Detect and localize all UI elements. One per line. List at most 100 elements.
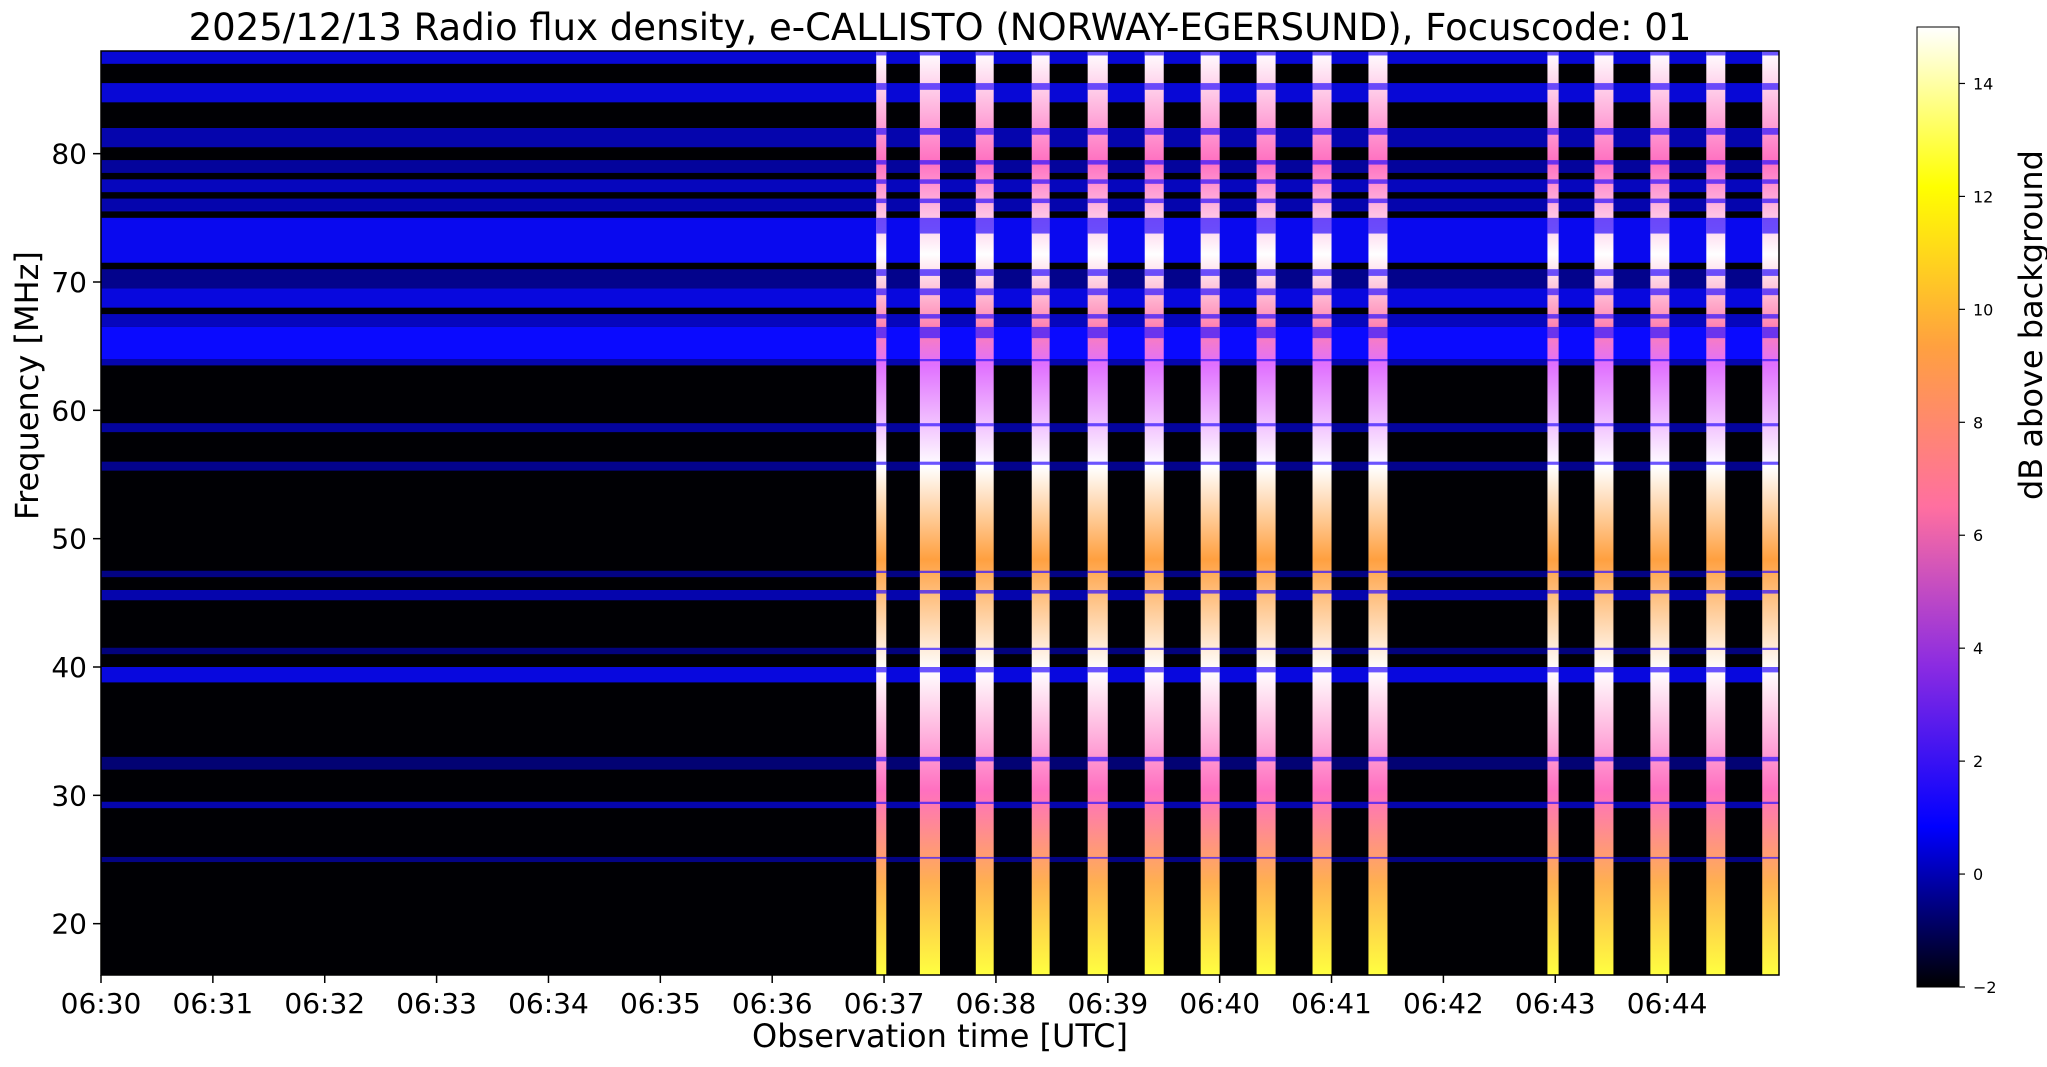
burst-stripe: [1368, 647, 1388, 650]
burst-stripe: [1256, 359, 1276, 362]
burst-stripe: [1256, 326, 1276, 339]
burst-stripe: [1706, 83, 1726, 90]
burst-stripe: [1256, 217, 1276, 234]
burst-stripe: [1087, 461, 1108, 465]
burst-stripe: [975, 756, 994, 762]
x-tick-label: 06:42: [1403, 987, 1484, 1020]
burst-stripe: [1031, 179, 1050, 184]
burst-stripe: [1312, 51, 1332, 56]
burst-stripe: [1031, 160, 1050, 165]
burst-stripe: [919, 647, 940, 650]
colorbar-tick-label: 8: [1973, 413, 1983, 432]
colorbar-tick-label: 0: [1973, 865, 1983, 884]
burst-stripe: [1200, 856, 1220, 859]
burst-stripe: [1706, 160, 1726, 165]
colorbar-tick-label: 12: [1973, 187, 1993, 206]
colorbar-ticks: −2 0 2 4 6 8 10 12 14: [1959, 74, 1997, 997]
burst-stripe: [1256, 128, 1276, 135]
burst-stripe: [1547, 570, 1559, 573]
burst-stripe: [1706, 269, 1726, 276]
colorbar-tick-label: 6: [1973, 526, 1983, 545]
burst-column: [1547, 51, 1559, 975]
burst-stripe: [919, 160, 940, 165]
burst-stripe: [1368, 326, 1388, 339]
burst-stripe: [1087, 198, 1108, 204]
burst-column: [1087, 51, 1108, 975]
burst-stripe: [1087, 801, 1108, 804]
burst-stripe: [876, 359, 887, 362]
burst-stripe: [876, 160, 887, 165]
y-tick-label: 20: [51, 908, 87, 941]
burst-stripe: [1650, 667, 1670, 673]
burst-stripe: [1312, 359, 1332, 362]
burst-stripe: [876, 269, 887, 276]
burst-stripe: [1087, 423, 1108, 427]
burst-stripe: [1547, 314, 1559, 319]
burst-stripe: [1762, 198, 1779, 204]
burst-stripe: [1650, 51, 1670, 56]
burst-stripe: [1031, 647, 1050, 650]
burst-stripe: [1706, 314, 1726, 319]
burst-stripe: [1650, 801, 1670, 804]
burst-column: [876, 51, 887, 975]
burst-stripe: [1200, 461, 1220, 465]
y-tick-label: 70: [51, 266, 87, 299]
burst-column: [1144, 51, 1164, 975]
burst-stripe: [1368, 269, 1388, 276]
burst-stripe: [1031, 198, 1050, 204]
burst-stripe: [1368, 359, 1388, 362]
burst-stripe: [876, 83, 887, 90]
burst-stripe: [1762, 423, 1779, 427]
burst-stripe: [1144, 326, 1164, 339]
burst-stripe: [1144, 647, 1164, 650]
burst-stripe: [1706, 288, 1726, 296]
burst-stripe: [1650, 423, 1670, 427]
burst-stripe: [1650, 570, 1670, 573]
burst-stripe: [876, 198, 887, 204]
burst-stripe: [1200, 423, 1220, 427]
burst-stripe: [1144, 198, 1164, 204]
burst-stripe: [1144, 423, 1164, 427]
burst-column: [1706, 51, 1726, 975]
burst-stripe: [975, 667, 994, 673]
burst-stripe: [1706, 801, 1726, 804]
burst-stripe: [1256, 647, 1276, 650]
burst-stripe: [1087, 647, 1108, 650]
burst-stripe: [1312, 461, 1332, 465]
burst-stripe: [1547, 51, 1559, 56]
burst-stripe: [876, 314, 887, 319]
burst-stripe: [1706, 590, 1726, 594]
burst-stripe: [1706, 756, 1726, 762]
burst-stripe: [919, 423, 940, 427]
burst-stripe: [1031, 359, 1050, 362]
burst-stripe: [1200, 179, 1220, 184]
burst-stripe: [1087, 326, 1108, 339]
burst-stripe: [1594, 198, 1614, 204]
burst-stripe: [1031, 269, 1050, 276]
burst-stripe: [1031, 217, 1050, 234]
burst-stripe: [876, 288, 887, 296]
burst-stripe: [1312, 647, 1332, 650]
burst-stripe: [1087, 179, 1108, 184]
burst-stripe: [919, 326, 940, 339]
burst-stripe: [1762, 801, 1779, 804]
burst-stripe: [1547, 461, 1559, 465]
burst-stripe: [1547, 198, 1559, 204]
burst-stripe: [1706, 461, 1726, 465]
burst-stripe: [975, 128, 994, 135]
burst-stripe: [1368, 217, 1388, 234]
burst-stripe: [919, 179, 940, 184]
burst-stripe: [1594, 423, 1614, 427]
burst-stripe: [919, 83, 940, 90]
burst-stripe: [1594, 326, 1614, 339]
burst-stripe: [919, 359, 940, 362]
burst-stripe: [1547, 269, 1559, 276]
burst-stripe: [876, 51, 887, 56]
burst-stripe: [1594, 314, 1614, 319]
burst-stripe: [1087, 128, 1108, 135]
burst-stripe: [1200, 326, 1220, 339]
burst-stripe: [1200, 570, 1220, 573]
burst-stripe: [876, 326, 887, 339]
burst-stripe: [1312, 160, 1332, 165]
burst-stripe: [1031, 856, 1050, 859]
